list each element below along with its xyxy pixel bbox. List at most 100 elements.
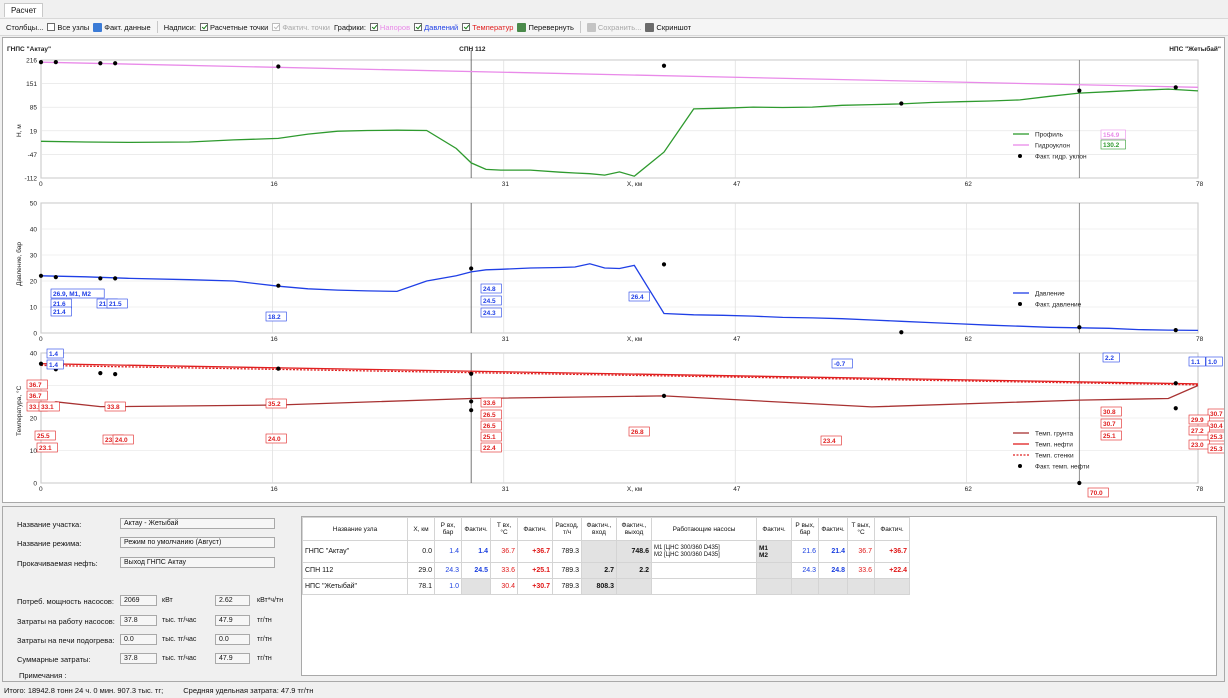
cell-flow-out-fact: 2.2 [616,562,652,579]
heat-cost-field[interactable]: 0.0 [120,634,157,645]
cell-p-out [791,578,819,595]
value-label-box [820,435,842,446]
value-label: 21.4 [53,309,66,316]
fact-point [38,273,44,278]
heads-checkbox[interactable]: Напоров [369,23,410,32]
col-header[interactable]: Р вх, бар [434,517,462,541]
nodes-grid[interactable]: Название узла Х, км Р вх, бар Фактич. Т … [301,516,1217,676]
calc-points-checkbox[interactable]: Расчетные точки [199,23,268,32]
section-field[interactable]: Актау - Жетыбай [120,518,275,529]
fact-point [1173,85,1178,90]
col-header[interactable]: Фактич. [461,517,491,541]
cell-x: 29.0 [407,562,435,579]
flip-button[interactable]: Перевернуть [517,22,574,32]
y-tick-label: 85 [30,105,38,112]
fact-point [53,275,58,280]
pump-entry: М1 [ЦНС 300/360 D435] [654,544,720,551]
oil-field[interactable]: Выход ГНПС Актау [120,557,275,568]
value-label: 33.1 [41,404,54,411]
value-label: 24.0 [115,437,128,444]
cell-t-out-fact: +36.7 [874,540,910,563]
cell-flow-out-fact: 748.6 [616,540,652,563]
legend-entry: Темп. грунта [1035,431,1073,438]
cell-pumps [651,578,757,595]
value-label-box [480,295,502,306]
col-header[interactable]: Фактич., вход [581,517,617,541]
fact-data-button[interactable]: Факт. данные [93,22,151,32]
fact-point [1077,480,1082,486]
cell-x: 0.0 [407,540,435,563]
temperatures-label: Температур [472,22,514,32]
screenshot-label: Скриншот [656,22,692,32]
mode-field[interactable]: Режим по умолчанию (Август) [120,537,275,548]
details-panel: Название участка: Актау - Жетыбай Назван… [2,506,1225,682]
pressures-checkbox[interactable]: Давлений [414,23,458,32]
x-tick-label: 78 [1196,181,1204,188]
col-header[interactable]: Фактич. [818,517,848,541]
value-label-box [1100,430,1122,441]
tab-calculation[interactable]: Расчет [4,3,44,17]
value-label: 29.9 [1191,417,1204,424]
x-tick-label: 62 [965,486,973,493]
y-tick-label: 10 [30,448,38,455]
flip-icon [517,22,527,32]
value-label: 23.0 [1191,442,1204,449]
power-spec-field[interactable]: 2.62 [215,595,250,606]
table-row[interactable]: ГНПС "Актау" 0.0 1.4 1.4 36.7 +36.7 789.… [302,540,910,563]
col-header[interactable]: Фактич., выход [616,517,652,541]
cell-t-in-fact: +36.7 [517,540,553,563]
col-header[interactable]: Расход, т/ч [552,517,582,541]
col-header[interactable]: Название узла [302,517,408,541]
col-header[interactable]: Работающие насосы [651,517,757,541]
value-label: 26.4 [631,294,644,301]
save-button[interactable]: Сохранить... [586,22,641,32]
col-header[interactable]: Фактич. [756,517,792,541]
value-label-box [480,420,502,431]
fact-point [469,266,474,271]
value-label: 27.2 [1191,428,1204,435]
col-header[interactable]: Т вых, °С [847,517,875,541]
value-label-box [1100,139,1126,150]
col-header[interactable]: Т вх, °С [490,517,518,541]
all-nodes-label: Все узлы [57,22,90,32]
value-label: 25.5 [37,433,50,440]
total-cost-field[interactable]: 37.8 [120,653,157,664]
fact-points-checkbox[interactable]: Фактич. точки [272,23,330,32]
value-label-box [265,433,287,444]
screenshot-button[interactable]: Скриншот [645,22,692,32]
fact-point [469,371,474,376]
pump-entry: М2 [ЦНС 300/360 D435] [654,551,720,558]
cell-flow-out-fact [616,578,652,595]
total-cost-unit: тыс. тг/час [162,655,197,662]
heat-cost-spec-field[interactable]: 0.0 [215,634,250,645]
value-label-box [1207,431,1228,442]
legend-entry: Темп. стенки [1035,453,1074,460]
value-label: -0.7 [834,361,846,368]
value-label-box [265,311,287,322]
pressures-label: Давлений [424,22,459,32]
value-label: 30.7 [1210,411,1223,418]
value-label-box [26,390,48,401]
x-axis-label: Х, км [627,181,643,188]
all-nodes-checkbox[interactable]: Все узлы [47,23,89,32]
value-label-box [1188,414,1210,425]
legend-entry: Гидроуклон [1035,143,1070,150]
cell-p-in: 1.4 [434,540,462,563]
checkbox-icon [199,23,208,31]
temperatures-checkbox[interactable]: Температур [462,23,513,32]
power-field[interactable]: 2069 [120,595,157,606]
pump-cost-field[interactable]: 37.8 [120,615,157,626]
total-cost-spec-field[interactable]: 47.9 [215,653,250,664]
col-header[interactable]: Фактич. [874,517,910,541]
columns-button[interactable]: Столбцы... [6,23,43,32]
col-header[interactable]: Х, км [407,517,435,541]
col-header[interactable]: Фактич. [517,517,553,541]
value-label-box [480,307,502,318]
pump-cost-spec-field[interactable]: 47.9 [215,615,250,626]
value-label-box [50,288,105,299]
value-label-box [38,401,60,412]
col-header[interactable]: Р вых, бар [791,517,819,541]
table-row[interactable]: НПС "Жетыбай" 78.1 1.0 30.4 +30.7 789.3 … [302,578,910,595]
table-row[interactable]: СПН 112 29.0 24.3 24.5 33.6 +25.1 789.3 … [302,562,910,579]
value-label: 2.2 [1105,355,1114,362]
